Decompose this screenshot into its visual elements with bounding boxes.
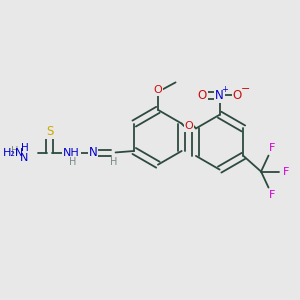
Text: O: O (233, 88, 242, 102)
Text: O: O (197, 88, 207, 102)
Text: N: N (88, 146, 98, 159)
Text: S: S (46, 125, 54, 138)
Text: O: O (154, 85, 162, 95)
Text: H: H (110, 157, 117, 167)
Text: F: F (268, 190, 275, 200)
Text: H: H (11, 146, 19, 156)
Text: H₂N: H₂N (3, 148, 24, 158)
Text: F: F (268, 143, 275, 154)
Text: O: O (184, 121, 193, 131)
Text: H: H (69, 157, 76, 167)
Text: +: + (221, 85, 228, 94)
Text: N: N (20, 153, 28, 163)
Text: N: N (215, 88, 224, 102)
Text: −: − (240, 84, 250, 94)
Text: H: H (21, 143, 28, 153)
Text: NH: NH (63, 148, 80, 158)
Text: F: F (283, 167, 290, 177)
